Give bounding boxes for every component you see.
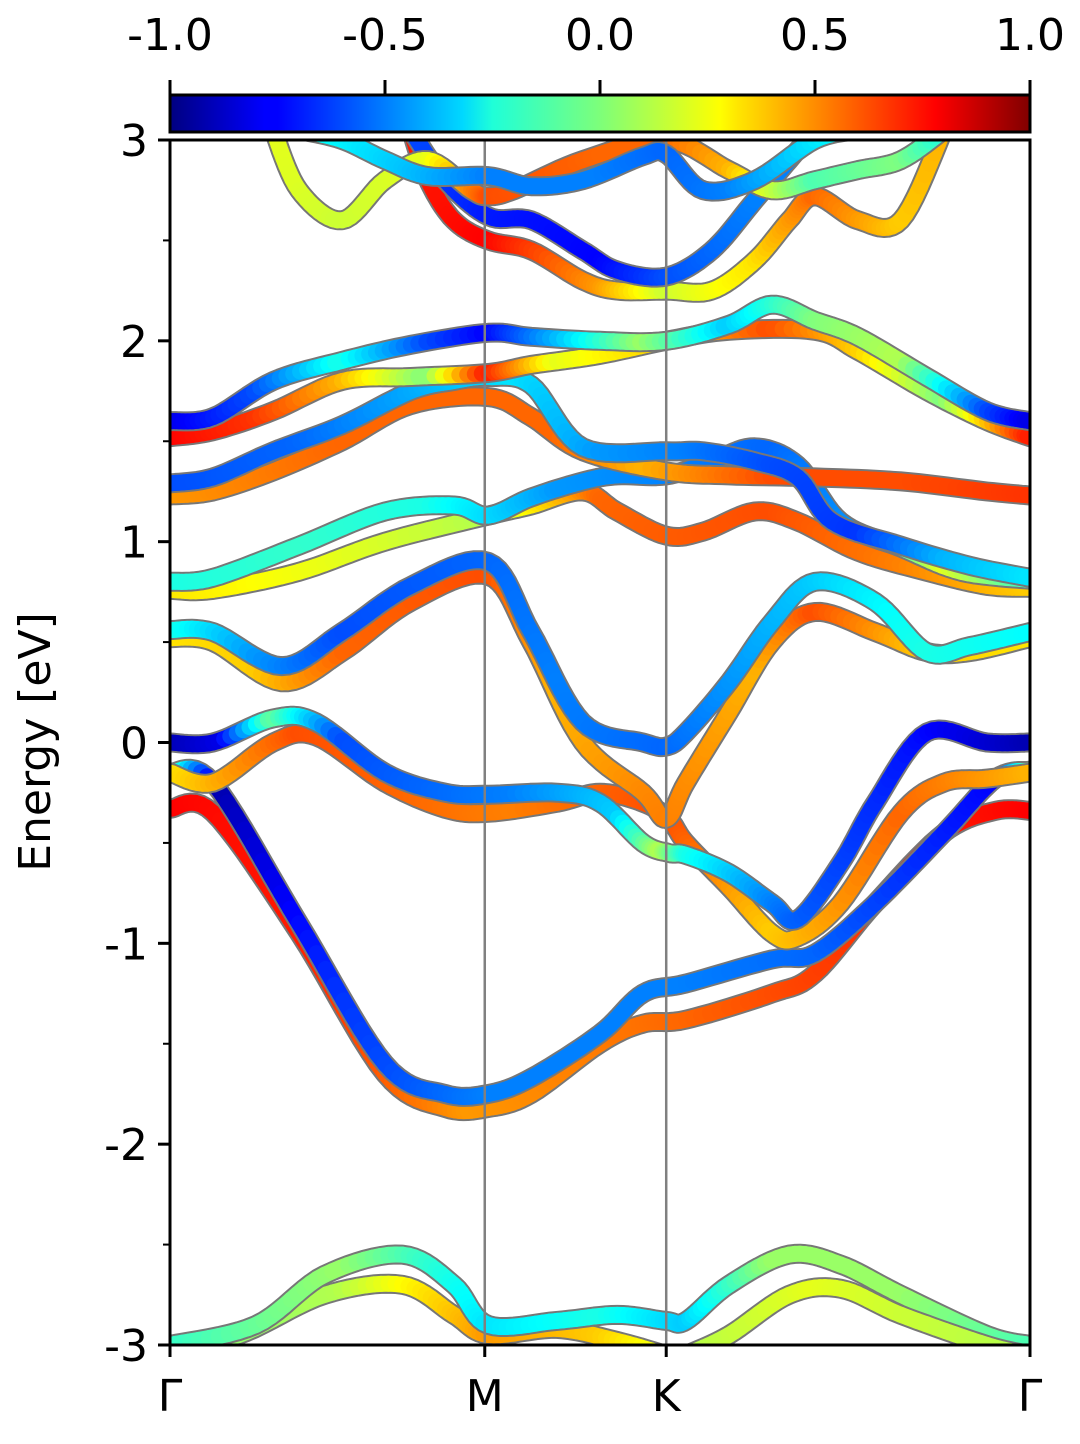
x-tick-label: Γ xyxy=(1018,1371,1043,1422)
band-line xyxy=(170,803,1030,1112)
y-tick-label: 1 xyxy=(120,518,148,569)
band-segment xyxy=(318,134,323,135)
band-segment xyxy=(328,136,333,137)
y-axis-label: Energy [eV] xyxy=(10,612,61,872)
band-line xyxy=(170,575,1030,819)
y-tick-label: 3 xyxy=(120,116,148,167)
band-segment xyxy=(689,1353,692,1354)
x-tick-label: Γ xyxy=(158,1371,183,1422)
colorbar xyxy=(170,95,1030,132)
colorbar-tick-label: 0.5 xyxy=(780,10,850,61)
y-tick-label: 0 xyxy=(120,719,148,770)
band-segment xyxy=(999,1349,1004,1350)
y-tick-label: 2 xyxy=(120,317,148,368)
band-segment xyxy=(651,1350,656,1352)
band-segment xyxy=(1009,1351,1014,1352)
band-segment xyxy=(323,135,328,136)
band-segment xyxy=(1022,1353,1025,1354)
band-segment xyxy=(692,1351,696,1353)
colorbar-tick-label: 1.0 xyxy=(995,10,1065,61)
colorbar-tick-label: -1.0 xyxy=(127,10,213,61)
band-segment xyxy=(1004,1350,1009,1351)
band-segment xyxy=(1025,1354,1028,1355)
x-tick-label: M xyxy=(466,1371,504,1422)
band-segment xyxy=(825,135,830,136)
band-segment xyxy=(695,1349,699,1351)
x-tick-label: K xyxy=(652,1371,682,1422)
band-segment xyxy=(646,1349,651,1351)
band-segment xyxy=(934,134,938,137)
band-segment xyxy=(275,134,277,139)
band-segment xyxy=(686,1354,689,1355)
colorbar-tick-label: -0.5 xyxy=(342,10,428,61)
band-segment xyxy=(656,1352,660,1353)
band-segment xyxy=(809,134,811,137)
band-segment xyxy=(660,1353,664,1354)
band-segment xyxy=(413,133,416,137)
band-segment xyxy=(333,137,338,138)
y-tick-label: -3 xyxy=(104,1321,148,1372)
y-tick-label: -2 xyxy=(104,1120,148,1171)
band-segment xyxy=(993,1347,999,1349)
y-tick-label: -1 xyxy=(104,919,148,970)
colorbar-tick-label: 0.0 xyxy=(565,10,635,61)
band-segment xyxy=(412,133,413,137)
band-segment xyxy=(1014,1352,1018,1353)
band-segment xyxy=(699,1348,703,1350)
band-segment xyxy=(820,136,825,138)
band-segment xyxy=(1018,1353,1022,1354)
band-segment xyxy=(640,1347,646,1349)
